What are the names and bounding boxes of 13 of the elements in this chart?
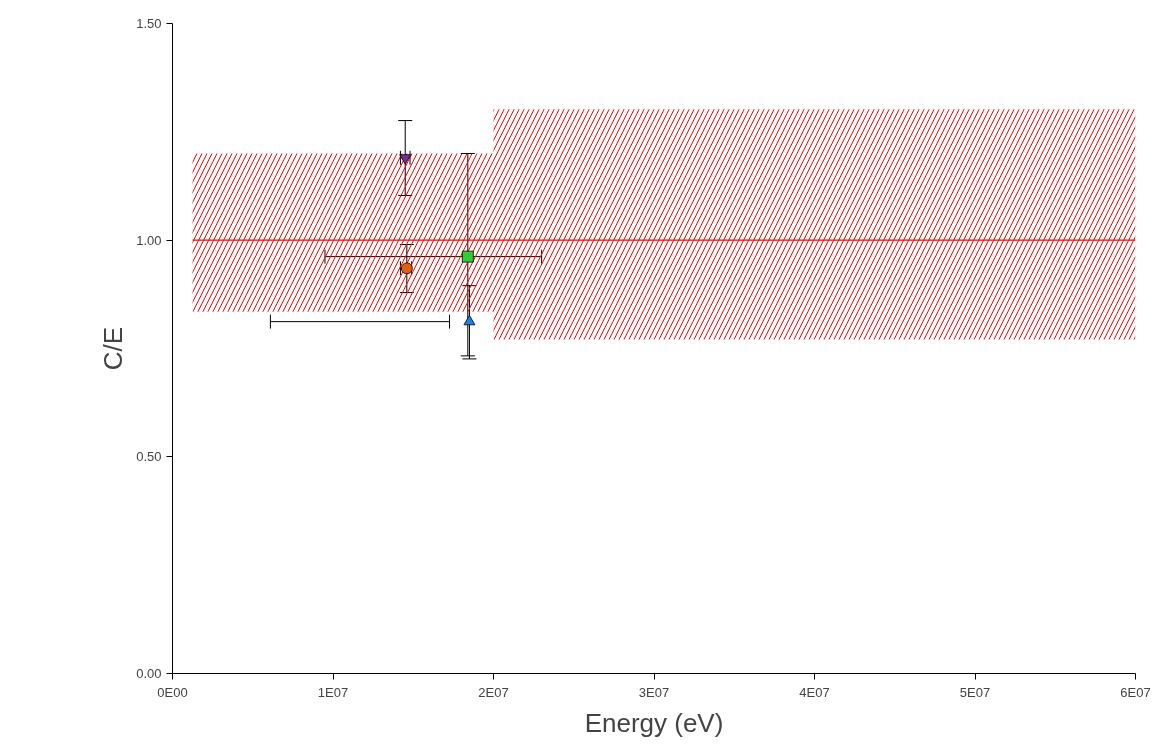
- x-tick-label: 6E07: [1120, 684, 1151, 700]
- y-tick-label: 0.00: [136, 666, 162, 681]
- x-tick-label: 1E07: [317, 684, 349, 700]
- x-tick-label: 4E07: [799, 684, 830, 700]
- x-tick-label: 0E00: [157, 684, 188, 700]
- y-tick-label: 1.00: [136, 232, 162, 248]
- y-tick-label: 0.50: [136, 449, 162, 465]
- x-tick-label: 3E07: [638, 684, 670, 700]
- x-tick-label: 2E07: [478, 684, 509, 700]
- x-axis-title: Energy (eV): [584, 707, 724, 738]
- y-axis-title: C/E: [98, 326, 129, 371]
- y-tick-label: 1.50: [136, 16, 162, 31]
- x-tick-label: 5E07: [959, 684, 991, 700]
